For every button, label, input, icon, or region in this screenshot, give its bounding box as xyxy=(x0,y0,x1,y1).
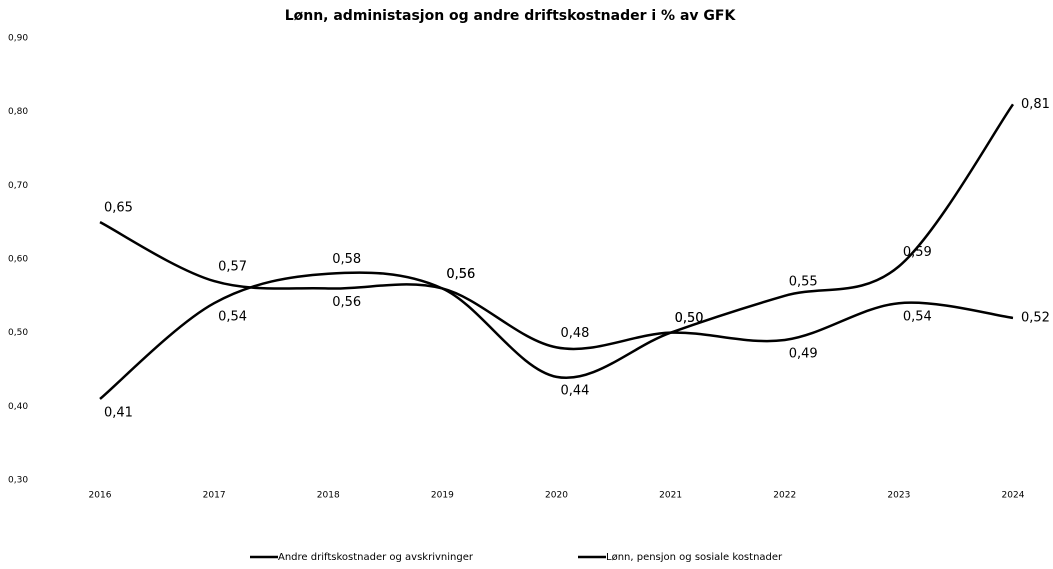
x-tick-label: 2021 xyxy=(659,491,682,501)
data-label: 0,59 xyxy=(903,245,932,260)
x-tick-label: 2019 xyxy=(431,491,454,501)
y-tick-label: 0,50 xyxy=(8,328,28,338)
data-label: 0,55 xyxy=(789,274,818,289)
x-tick-label: 2018 xyxy=(317,491,340,501)
x-tick-label: 2023 xyxy=(887,491,910,501)
chart-title: Lønn, administasjon og andre driftskostn… xyxy=(285,8,737,24)
legend-label: Lønn, pensjon og sosiale kostnader xyxy=(606,552,783,563)
data-label: 0,54 xyxy=(903,310,932,325)
y-tick-label: 0,40 xyxy=(8,402,28,412)
legend-label: Andre driftskostnader og avskrivninger xyxy=(278,552,474,563)
data-label: 0,57 xyxy=(218,260,247,275)
data-label: 0,56 xyxy=(446,267,475,282)
data-label: 0,52 xyxy=(1021,310,1050,325)
data-label: 0,54 xyxy=(218,310,247,325)
series-line xyxy=(99,103,1015,400)
x-tick-label: 2024 xyxy=(1002,491,1025,501)
data-label: 0,50 xyxy=(675,311,704,326)
series-line xyxy=(99,221,1014,351)
data-label: 0,41 xyxy=(104,405,133,420)
x-tick-label: 2017 xyxy=(203,491,226,501)
x-tick-label: 2016 xyxy=(89,491,112,501)
y-tick-label: 0,80 xyxy=(8,107,28,117)
data-label: 0,58 xyxy=(332,252,361,267)
x-tick-label: 2020 xyxy=(545,491,568,501)
data-label: 0,56 xyxy=(446,267,475,282)
data-label: 0,48 xyxy=(561,326,590,341)
data-label: 0,44 xyxy=(561,383,590,398)
y-tick-label: 0,30 xyxy=(8,476,28,486)
y-tick-label: 0,90 xyxy=(8,34,28,44)
data-label: 0,65 xyxy=(104,201,133,216)
x-tick-label: 2022 xyxy=(773,491,796,501)
y-tick-label: 0,70 xyxy=(8,181,28,191)
data-label: 0,49 xyxy=(789,347,818,362)
y-tick-label: 0,60 xyxy=(8,255,28,265)
data-label: 0,56 xyxy=(332,295,361,310)
data-label: 0,81 xyxy=(1021,97,1050,112)
